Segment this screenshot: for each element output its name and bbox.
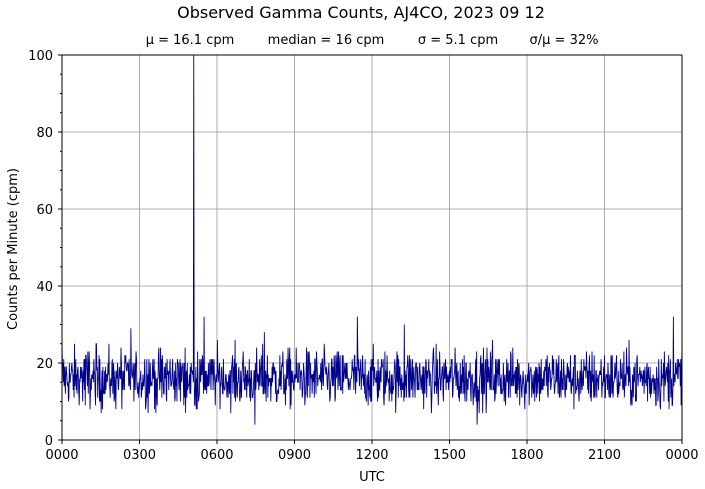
x-tick-label: 1800 <box>510 448 543 463</box>
stat-mean: μ = 16.1 cpm <box>146 33 235 48</box>
stat-median: median = 16 cpm <box>268 33 385 48</box>
y-tick-label: 40 <box>36 280 53 295</box>
grid <box>62 55 682 440</box>
y-tick-label: 100 <box>28 49 53 64</box>
x-tick-label: 0000 <box>665 448 698 463</box>
y-tick-label: 80 <box>36 126 53 141</box>
y-axis-ticks: 0 20 40 60 80 100 <box>28 49 62 449</box>
x-tick-label: 2100 <box>588 448 621 463</box>
y-tick-label: 0 <box>45 434 53 449</box>
x-axis-ticks: 0000 0300 0600 0900 1200 1500 1800 2100 0000 <box>45 440 699 463</box>
x-tick-label: 1200 <box>355 448 388 463</box>
x-tick-label: 1500 <box>433 448 466 463</box>
y-tick-label: 60 <box>36 203 53 218</box>
x-tick-label: 0000 <box>45 448 78 463</box>
x-tick-label: 0900 <box>278 448 311 463</box>
series-area <box>61 54 683 425</box>
stat-sigma: σ = 5.1 cpm <box>418 33 498 48</box>
x-tick-label: 0600 <box>200 448 233 463</box>
x-tick-label: 0300 <box>123 448 156 463</box>
x-axis-label: UTC <box>359 470 385 485</box>
y-axis-label: Counts per Minute (cpm) <box>6 168 21 330</box>
stats-line: μ = 16.1 cpm median = 16 cpm σ = 5.1 cpm… <box>146 33 599 48</box>
series-line <box>61 54 683 425</box>
chart-title: Observed Gamma Counts, AJ4CO, 2023 09 12 <box>177 3 545 22</box>
stat-cv: σ/μ = 32% <box>530 33 599 48</box>
y-tick-label: 20 <box>36 357 53 372</box>
